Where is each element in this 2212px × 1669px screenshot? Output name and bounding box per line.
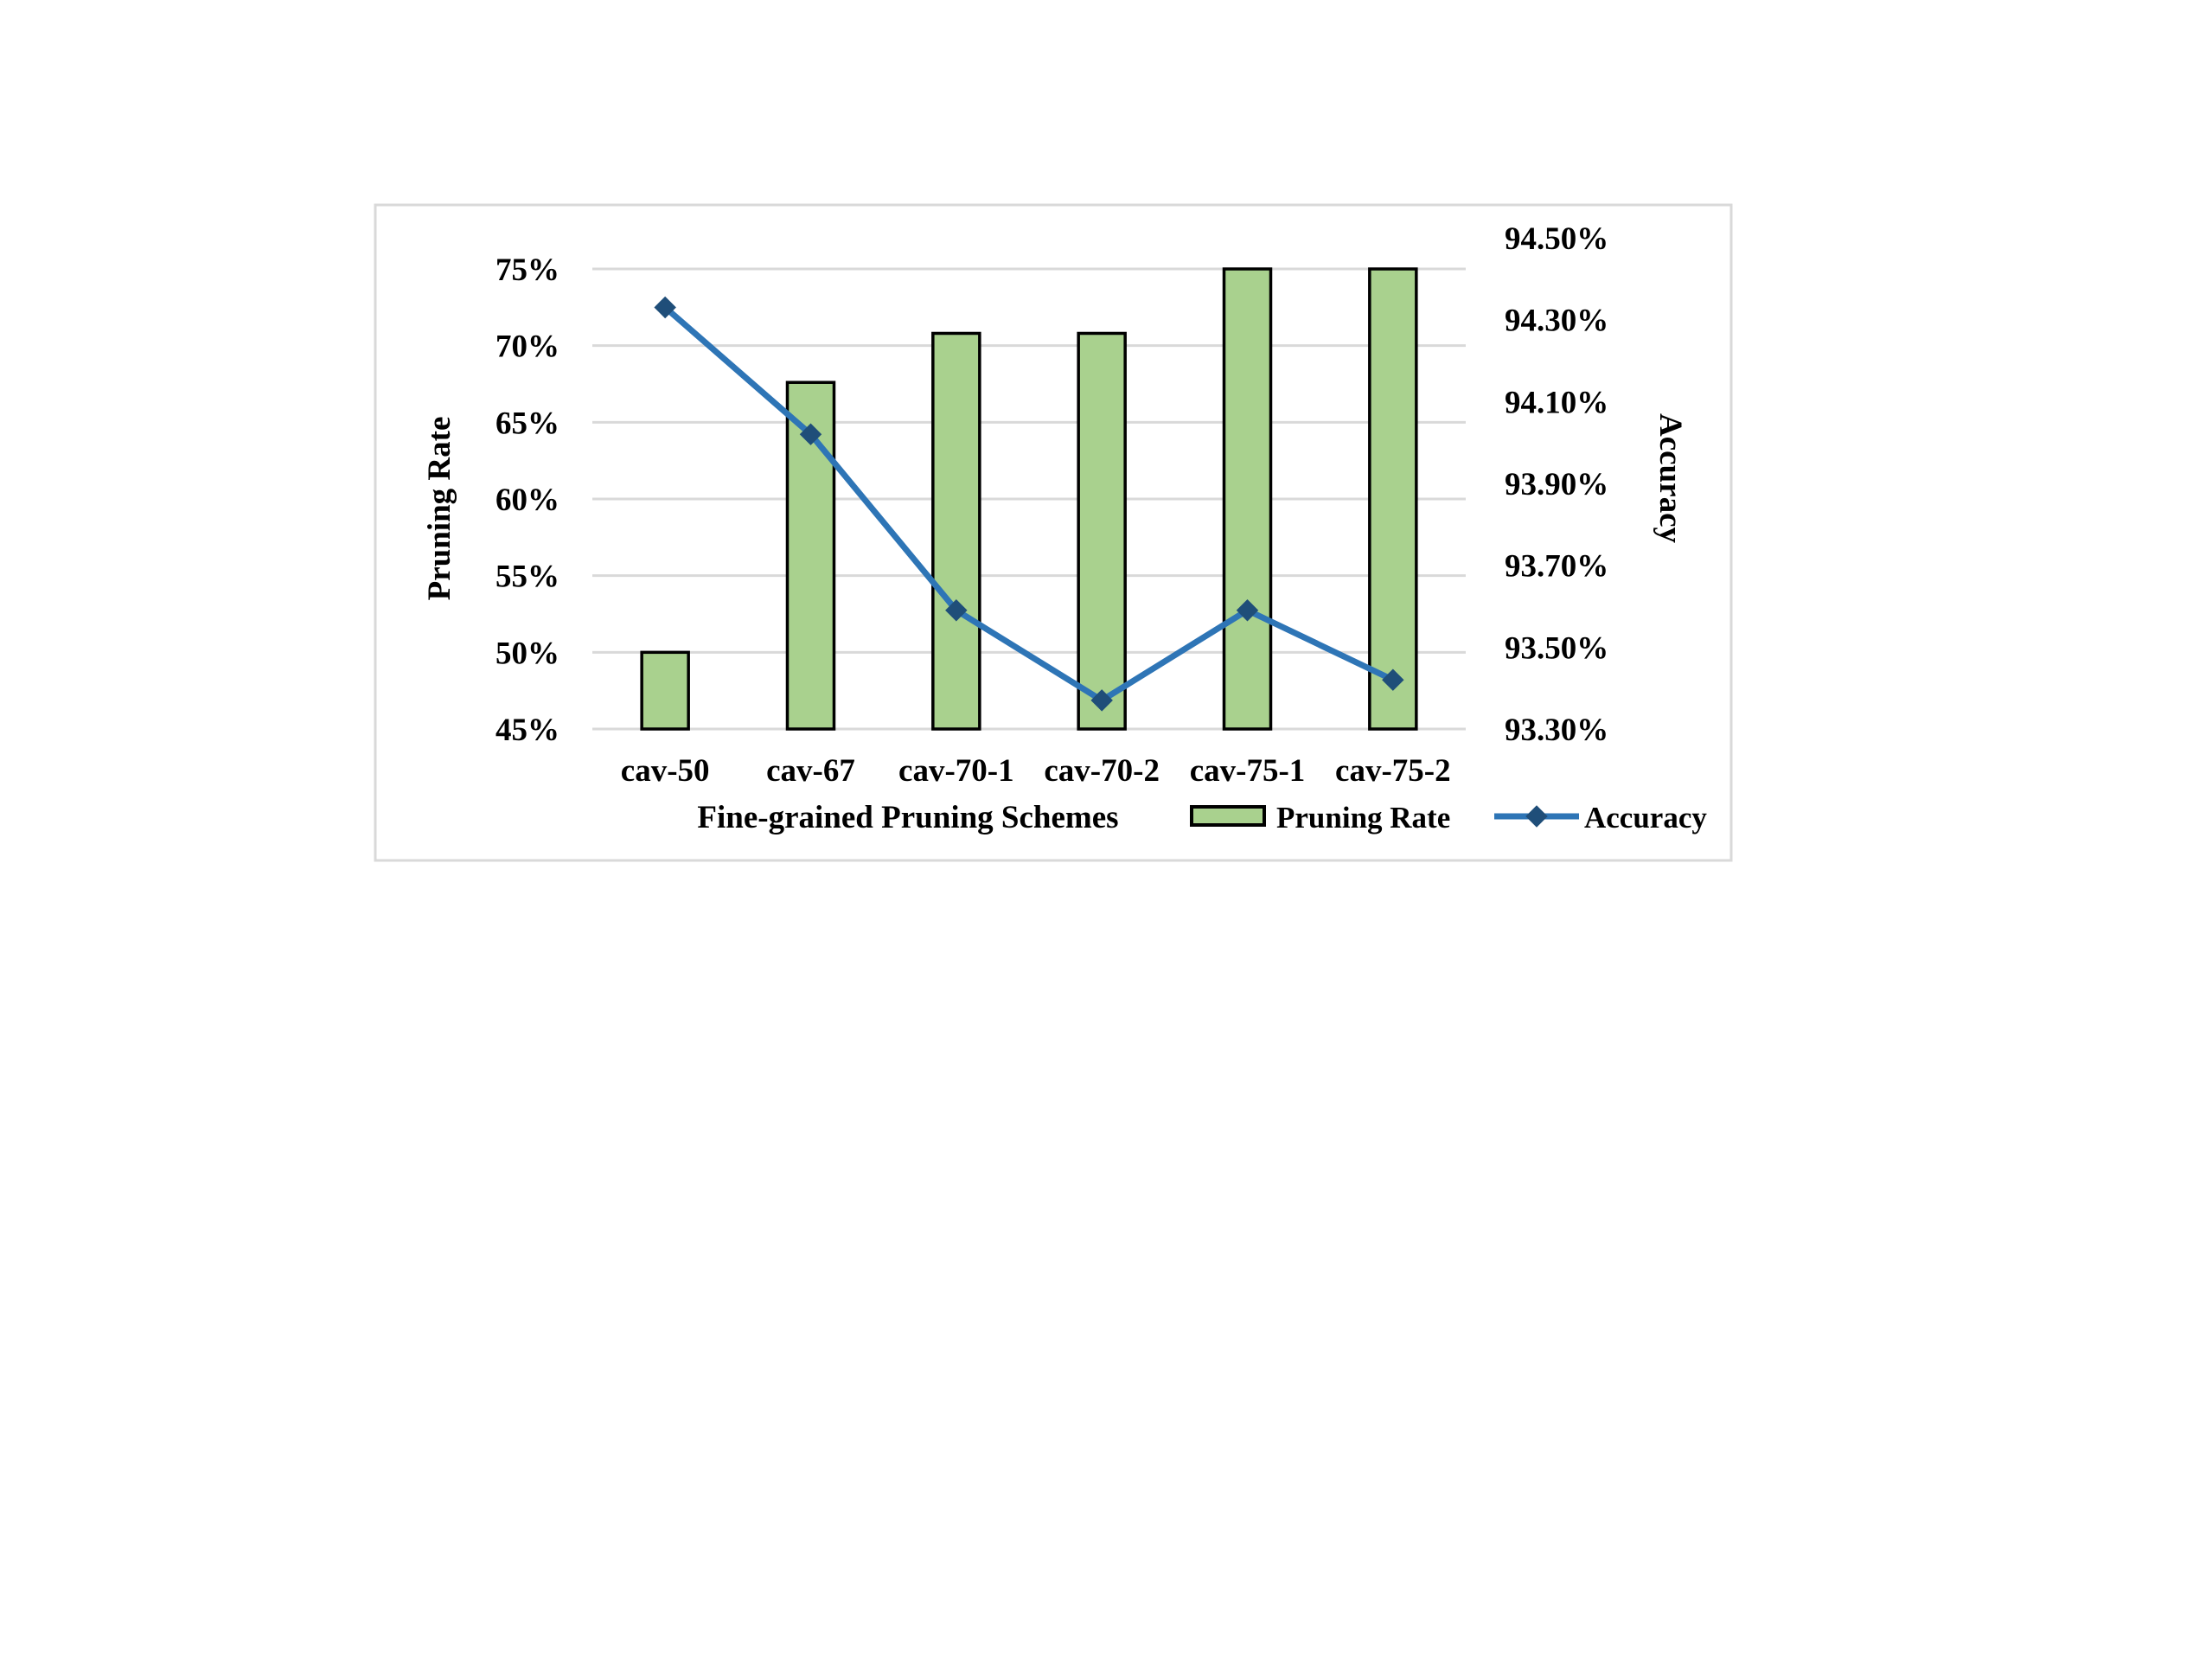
y-tick-label: 45% [495,713,559,748]
bar [640,650,690,731]
bar [1222,267,1273,731]
y-tick-label: 75% [495,253,559,288]
y-tick-label: 55% [495,560,559,595]
bar [1368,267,1418,731]
tick-labels: 45% 50% 55% 60% 65% 70% 75% 93.30% 93.50% 93.70% 9… [495,221,1608,789]
bar-series [640,267,1418,731]
x-tick-label: cav-70-1 [898,753,1014,789]
y2-tick-label: 93.70% [1505,549,1608,585]
accuracy-marker [799,423,822,445]
y2-tick-label: 93.30% [1505,713,1608,748]
y2-axis-title: Accuracy [1653,413,1688,543]
x-tick-label: cav-75-1 [1190,753,1306,789]
legend-label-accuracy: Accuracy [1584,801,1707,834]
legend-label-pruning-rate: Pruning Rate [1276,801,1450,834]
bar [1077,331,1127,731]
legend-swatch-pruning-rate [1190,805,1266,827]
legend: Pruning Rate Accuracy [1190,801,1707,834]
y2-tick-label: 94.10% [1505,385,1608,420]
x-axis-title: Fine-grained Pruning Schemes [697,800,1118,835]
y-tick-label: 65% [495,406,559,441]
accuracy-line [662,304,1395,704]
y-tick-label: 60% [495,483,559,518]
x-tick-label: cav-50 [621,753,710,789]
y-axis-title: Pruning Rate [422,417,457,601]
y2-tick-label: 93.90% [1505,467,1608,502]
y2-tick-label: 94.50% [1505,221,1608,257]
x-tick-label: cav-67 [766,753,855,789]
accuracy-marker [654,296,676,319]
y-tick-label: 50% [495,636,559,671]
chart-frame [374,203,1733,862]
y2-tick-label: 93.50% [1505,630,1608,666]
y2-tick-label: 94.30% [1505,304,1608,339]
x-tick-label: cav-75-2 [1335,753,1451,789]
bar [931,331,981,731]
gridlines [592,267,1466,731]
x-tick-label: cav-70-2 [1044,753,1160,789]
y-tick-label: 70% [495,329,559,365]
